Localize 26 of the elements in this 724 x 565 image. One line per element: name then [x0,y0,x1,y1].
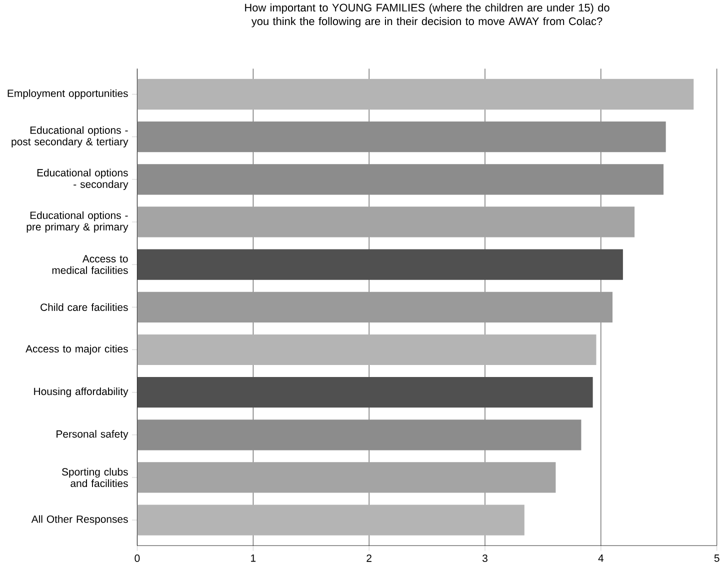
y-tick-label: Educational options - pre primary & primary [26,211,128,232]
y-tick-label: Access to major cities [26,344,128,354]
x-tick-label: 4 [598,554,604,562]
bar [137,78,694,110]
y-tick-label: Sporting clubs and facilities [62,468,128,487]
x-tick-label: 3 [482,554,488,562]
bar [137,504,524,536]
y-tick-label: Educational options - secondary [37,168,128,190]
bar [137,462,556,493]
bar [137,206,635,238]
x-tick-label: 0 [134,554,140,562]
bar [137,292,613,322]
bar [137,376,593,408]
bar [137,249,623,280]
y-tick-label: Housing affordability [34,387,128,397]
x-tick-label: 1 [251,554,256,562]
bar [137,334,596,365]
y-tick-label: All Other Responses [31,514,128,525]
chart-title: How important to YOUNG FAMILIES (where the children are under 15) do you think the following are in their decision to move AWAY from Colac? [245,3,610,28]
y-tick-label: Educational options - post secondary & tertiary [12,126,128,148]
y-tick-label: Child care facilities [40,303,128,311]
y-tick-label: Personal safety [56,430,128,440]
y-tick-label: Access to medical facilities [52,254,128,274]
x-tick-label: 5 [714,554,720,562]
x-tick-label: 2 [366,554,372,562]
y-tick-label: Employment opportunities [8,89,128,99]
